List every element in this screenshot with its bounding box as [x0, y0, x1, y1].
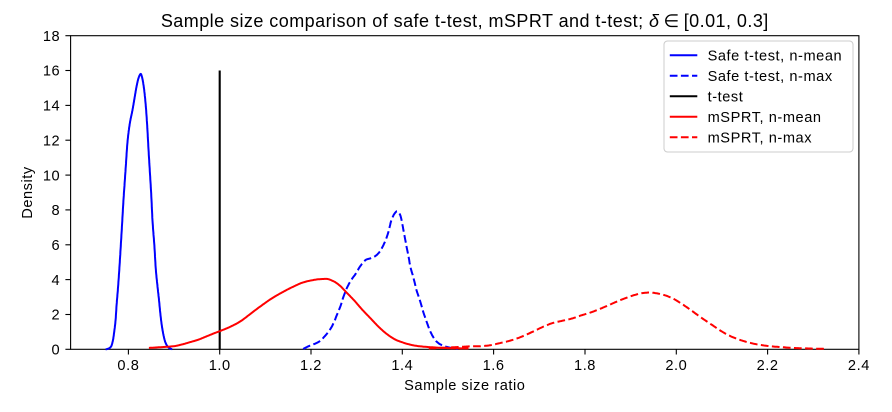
svg-text:mSPRT, n-max: mSPRT, n-max [708, 130, 813, 146]
svg-text:2.2: 2.2 [757, 358, 779, 374]
svg-text:Safe t-test, n-max: Safe t-test, n-max [708, 69, 833, 85]
svg-text:Density: Density [20, 166, 36, 219]
svg-text:Sample size ratio: Sample size ratio [404, 378, 525, 394]
svg-text:16: 16 [43, 64, 60, 80]
svg-text:2.4: 2.4 [848, 358, 870, 374]
svg-text:12: 12 [43, 133, 60, 149]
svg-text:mSPRT, n-mean: mSPRT, n-mean [708, 110, 822, 126]
svg-text:6: 6 [52, 238, 61, 254]
svg-text:2: 2 [52, 308, 61, 324]
svg-text:1.6: 1.6 [483, 358, 505, 374]
svg-text:Sample size comparison of safe: Sample size comparison of safe t-test, m… [161, 11, 769, 31]
svg-text:1.0: 1.0 [209, 358, 231, 374]
svg-text:8: 8 [52, 203, 61, 219]
svg-text:t-test: t-test [708, 89, 744, 105]
svg-text:Safe t-test, n-mean: Safe t-test, n-mean [708, 48, 843, 64]
svg-text:0.8: 0.8 [117, 358, 139, 374]
svg-text:1.4: 1.4 [391, 358, 413, 374]
svg-text:14: 14 [43, 99, 60, 115]
svg-text:2.0: 2.0 [665, 358, 687, 374]
svg-text:1.8: 1.8 [574, 358, 596, 374]
svg-text:0: 0 [52, 343, 61, 359]
svg-text:10: 10 [43, 168, 60, 184]
svg-text:1.2: 1.2 [300, 358, 322, 374]
svg-text:4: 4 [52, 273, 61, 289]
svg-text:18: 18 [43, 29, 60, 45]
